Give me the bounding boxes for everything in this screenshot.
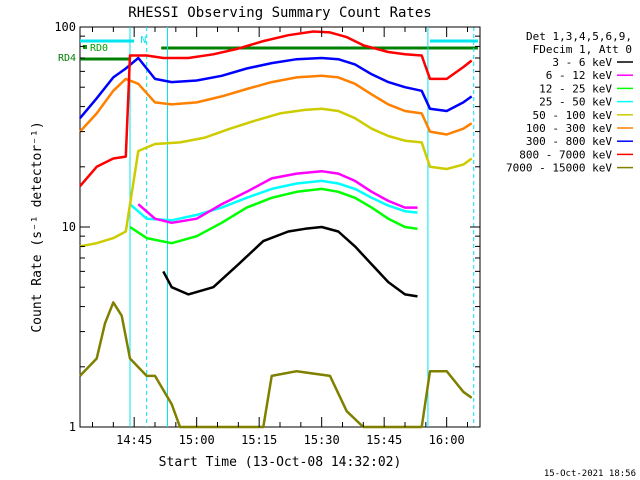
legend-entry-label: 100 - 300 keV [526,122,612,135]
footer-date: 15-Oct-2021 18:56 [544,469,636,479]
rd0-flag-label: RD0 [90,43,108,54]
series-line [137,169,418,225]
legend-entry-label: 300 - 800 keV [526,135,612,148]
legend-entry-label: 50 - 100 keV [533,109,613,122]
x-tick-label: 15:45 [366,433,402,447]
x-tick-label: 14:45 [116,433,152,447]
legend-entry-label: 25 - 50 keV [539,96,612,109]
rd4-flag-label: RD4 [58,53,76,64]
series-line [129,187,418,245]
series-line [79,107,473,248]
series-line [79,30,473,188]
y-axis-label: Count Rate (s⁻¹ detector⁻¹) [30,121,45,332]
series-line [79,74,473,136]
y-tick-label: 100 [54,20,76,34]
legend-entry-label: 800 - 7000 keV [519,148,612,161]
legend-header-line-1: Det 1,3,4,5,6,9, [526,30,632,43]
legend: Det 1,3,4,5,6,9, FDecim 1, Att 0 3 - 6 k… [506,30,633,175]
legend-entry-label: 12 - 25 keV [539,82,612,95]
series-layer [79,30,473,429]
x-axis-label: Start Time (13-Oct-08 14:32:02) [159,455,402,470]
x-tick-label: 15:00 [179,433,215,447]
legend-entry-label: 3 - 6 keV [552,56,612,69]
series-line [79,301,473,429]
series-line [129,179,418,222]
series-line [79,56,473,120]
x-tick-label: 16:00 [429,433,465,447]
chart-title: RHESSI Observing Summary Count Rates [128,5,431,21]
legend-entry-label: 7000 - 15000 keV [506,162,612,175]
x-tick-label: 15:30 [304,433,340,447]
axis-layer: 1 10 100 14:45 15:00 15:15 15:30 15:45 16:00 [54,20,480,447]
legend-entry-label: 6 - 12 keV [546,69,613,82]
y-tick-label: 10 [62,220,76,234]
legend-header-line-2: FDecim 1, Att 0 [533,43,632,56]
y-tick-label: 1 [69,420,76,434]
series-line [162,225,418,298]
rd0-flag-marker [83,45,87,49]
flag-layer: N RD0 RD4 [58,27,478,427]
x-tick-label: 15:15 [241,433,277,447]
night-flag-label: N [140,35,146,46]
